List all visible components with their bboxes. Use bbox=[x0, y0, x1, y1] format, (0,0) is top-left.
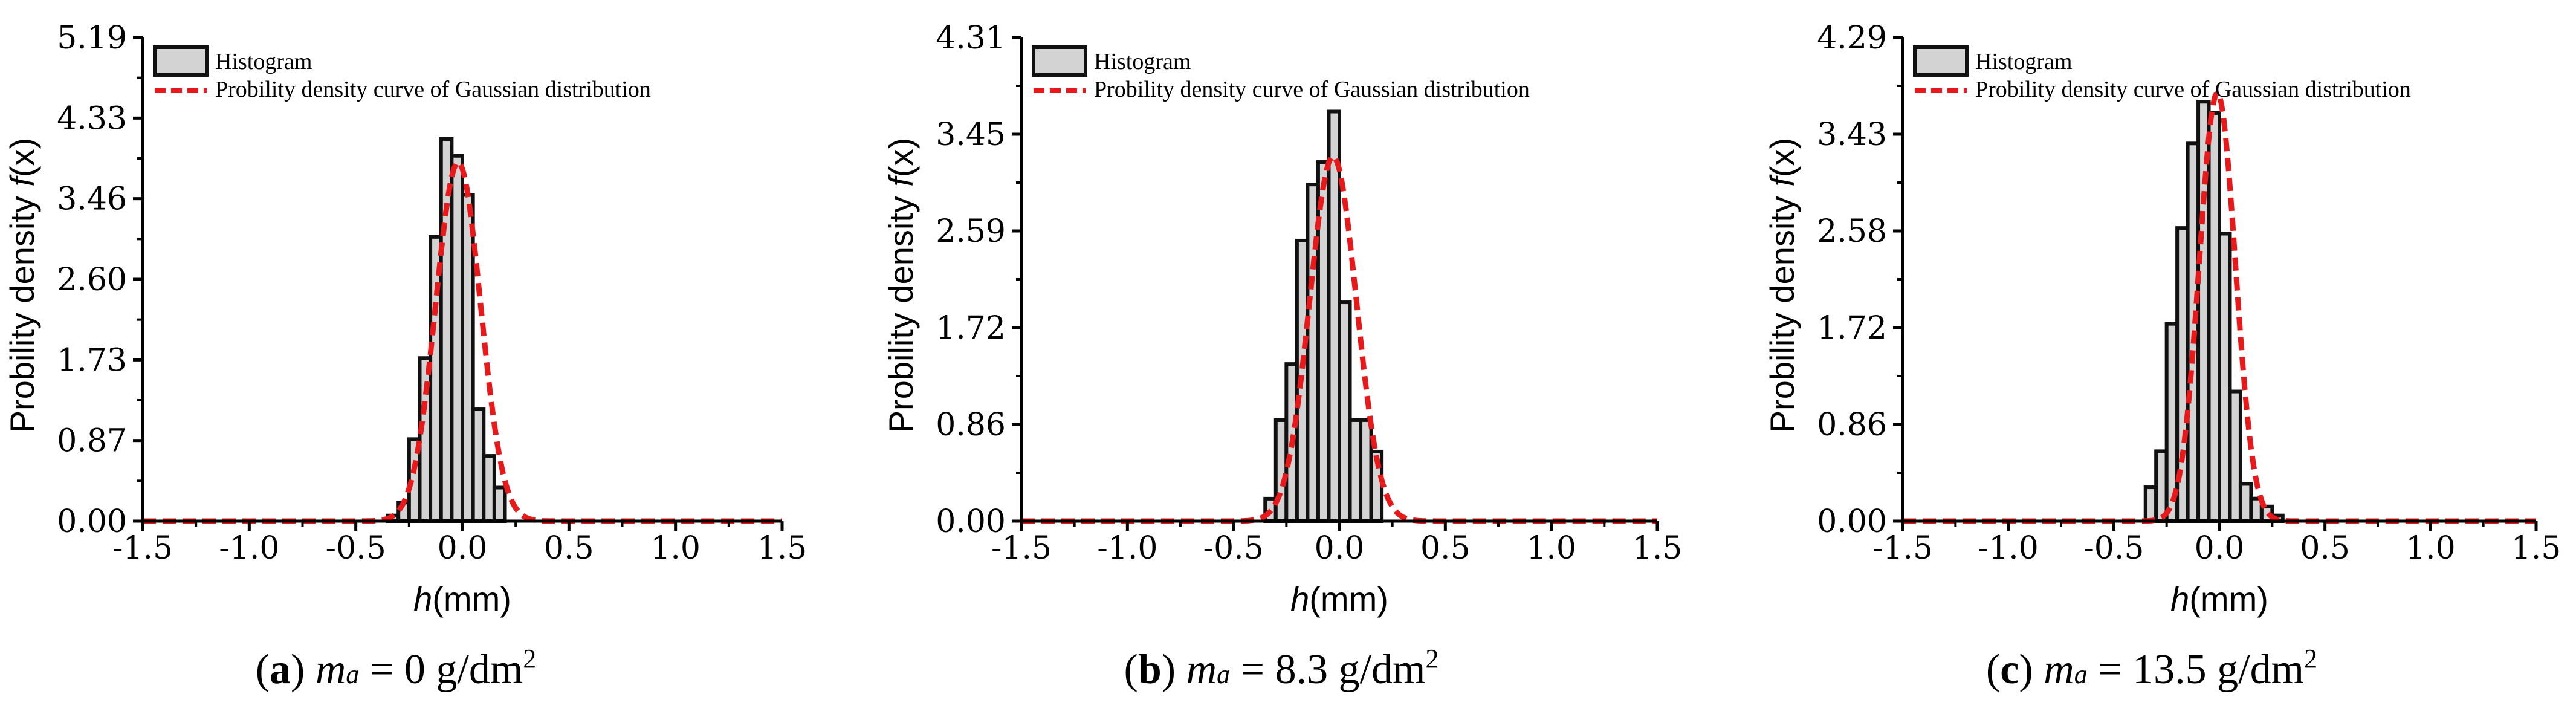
y-tick-label: 4.29 bbox=[1817, 20, 1887, 56]
legend-histogram-label: Histogram bbox=[1094, 49, 1191, 74]
x-tick-label: -1.5 bbox=[112, 530, 173, 566]
x-axis-label: h(mm) bbox=[1290, 580, 1388, 618]
legend-histogram-label: Histogram bbox=[1975, 49, 2072, 74]
x-tick-label: 1.5 bbox=[2511, 530, 2561, 566]
y-tick-label: 2.59 bbox=[936, 213, 1006, 250]
y-axis-label: Probility density f(x) bbox=[882, 138, 920, 433]
panel-caption: (b) ma = 8.3 g/dm2 bbox=[1124, 644, 1439, 693]
x-tick-label: 1.0 bbox=[2406, 530, 2456, 566]
y-tick-label: 4.33 bbox=[57, 100, 127, 137]
x-tick-label: 0.5 bbox=[2300, 530, 2350, 566]
y-tick-label: 1.72 bbox=[1817, 310, 1887, 346]
y-axis-label: Probility density f(x) bbox=[3, 138, 41, 433]
x-axis-label: h(mm) bbox=[2170, 580, 2268, 618]
x-tick-label: -1.0 bbox=[219, 530, 279, 566]
x-tick-label: -0.5 bbox=[1203, 530, 1264, 566]
y-axis-label: Probility density f(x) bbox=[1763, 138, 1801, 433]
x-tick-label: -1.5 bbox=[991, 530, 1052, 566]
x-tick-label: 0.0 bbox=[1315, 530, 1365, 566]
panel-caption: (c) ma = 13.5 g/dm2 bbox=[1986, 644, 2317, 693]
legend-curve-label: Probility density curve of Gaussian dist… bbox=[1094, 77, 1530, 102]
x-tick-label: -0.5 bbox=[2083, 530, 2144, 566]
legend-curve-label: Probility density curve of Gaussian dist… bbox=[215, 77, 651, 102]
legend-histogram-swatch bbox=[1032, 45, 1087, 77]
chart-panel-b: -1.5 -1.0 -0.5 0.0 0.5 1.0 1.5 0.00 0.86 1.72 2.59… bbox=[882, 20, 1682, 693]
y-tick-label: 2.58 bbox=[1817, 213, 1887, 250]
legend-histogram-swatch bbox=[153, 45, 209, 77]
panel-caption: (a) ma = 0 g/dm2 bbox=[256, 644, 537, 693]
x-tick-label: 0.0 bbox=[438, 530, 488, 566]
y-tick-label: 4.31 bbox=[936, 20, 1006, 56]
histogram-bar bbox=[492, 485, 507, 523]
x-tick-label: -1.5 bbox=[1872, 530, 1933, 566]
chart-panel-a: -1.5 -1.0 -0.5 0.0 0.5 1.0 1.5 0.00 0.87 1.73 2.60… bbox=[3, 20, 807, 693]
legend-histogram-label: Histogram bbox=[215, 49, 312, 74]
x-axis-label: h(mm) bbox=[413, 580, 511, 618]
chart-panel-c: -1.5 -1.0 -0.5 0.0 0.5 1.0 1.5 0.00 0.86 1.72 2.58… bbox=[1763, 20, 2561, 693]
y-tick-label: 1.73 bbox=[57, 342, 127, 378]
y-tick-label: 3.43 bbox=[1817, 117, 1887, 153]
y-tick-label: 5.19 bbox=[57, 20, 127, 56]
y-tick-label: 3.46 bbox=[57, 181, 127, 218]
y-tick-label: 0.00 bbox=[1817, 504, 1887, 540]
x-tick-label: -0.5 bbox=[326, 530, 386, 566]
y-tick-label: 0.00 bbox=[57, 504, 127, 540]
y-tick-label: 3.45 bbox=[936, 117, 1006, 153]
y-tick-label: 0.00 bbox=[936, 504, 1006, 540]
y-tick-label: 0.87 bbox=[57, 423, 127, 459]
legend-histogram-swatch bbox=[1913, 45, 1969, 77]
x-tick-label: 1.5 bbox=[757, 530, 807, 566]
x-tick-label: 0.5 bbox=[1420, 530, 1471, 566]
y-tick-label: 0.86 bbox=[1817, 407, 1887, 443]
legend-curve-label: Probility density curve of Gaussian dist… bbox=[1975, 77, 2411, 102]
y-tick-label: 0.86 bbox=[936, 407, 1006, 443]
x-tick-label: 0.0 bbox=[2195, 530, 2245, 566]
x-tick-label: 1.0 bbox=[650, 530, 701, 566]
x-tick-label: 0.5 bbox=[544, 530, 594, 566]
x-tick-label: -1.0 bbox=[1978, 530, 2039, 566]
y-tick-label: 1.72 bbox=[936, 310, 1006, 346]
x-tick-label: 1.0 bbox=[1526, 530, 1576, 566]
y-tick-label: 2.60 bbox=[57, 262, 127, 298]
x-tick-label: 1.5 bbox=[1633, 530, 1683, 566]
x-tick-label: -1.0 bbox=[1097, 530, 1157, 566]
